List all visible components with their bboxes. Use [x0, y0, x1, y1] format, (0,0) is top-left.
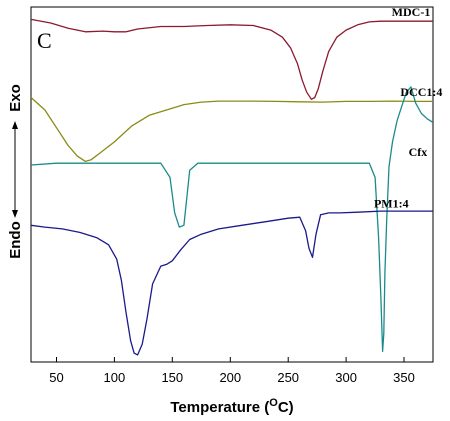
y-axis-arrow-tail	[12, 210, 18, 218]
x-tick-label-150: 150	[161, 370, 183, 385]
x-axis-title-sup: O	[269, 397, 278, 409]
series-line-mdc-1	[30, 18, 433, 100]
panel-letter: C	[37, 28, 52, 53]
series-line-cfx	[30, 86, 434, 353]
x-axis-ticks: 50 100 150 200 250 300 350	[49, 357, 415, 385]
series-label-cfx: Cfx	[409, 145, 428, 159]
y-axis-title: Exo Endo	[7, 84, 24, 259]
y-axis-arrow-head	[12, 121, 18, 129]
x-tick-label-50: 50	[49, 370, 63, 385]
plot-frame	[30, 6, 434, 363]
x-axis-title-unit: C)	[278, 399, 294, 416]
y-axis-endo-label: Endo	[7, 221, 24, 259]
x-tick-label-250: 250	[277, 370, 299, 385]
series-label-pm1-4: PM1:4	[374, 197, 409, 211]
series-line-pm1-4	[30, 210, 433, 356]
x-tick-label-300: 300	[335, 370, 357, 385]
x-axis-title-main: Temperature (	[170, 399, 269, 416]
x-tick-label-200: 200	[219, 370, 241, 385]
series-labels: MDC-1 DCC1:4 Cfx PM1:4	[374, 5, 442, 211]
series-label-mdc-1: MDC-1	[392, 5, 431, 19]
series-label-dcc1-4: DCC1:4	[400, 85, 442, 99]
x-tick-label-100: 100	[104, 370, 126, 385]
series-line-dcc1-4	[30, 97, 433, 163]
series-group	[30, 18, 434, 356]
x-tick-label-350: 350	[393, 370, 415, 385]
x-axis-title: Temperature (OC)	[170, 397, 293, 416]
y-axis-exo-label: Exo	[7, 84, 24, 112]
